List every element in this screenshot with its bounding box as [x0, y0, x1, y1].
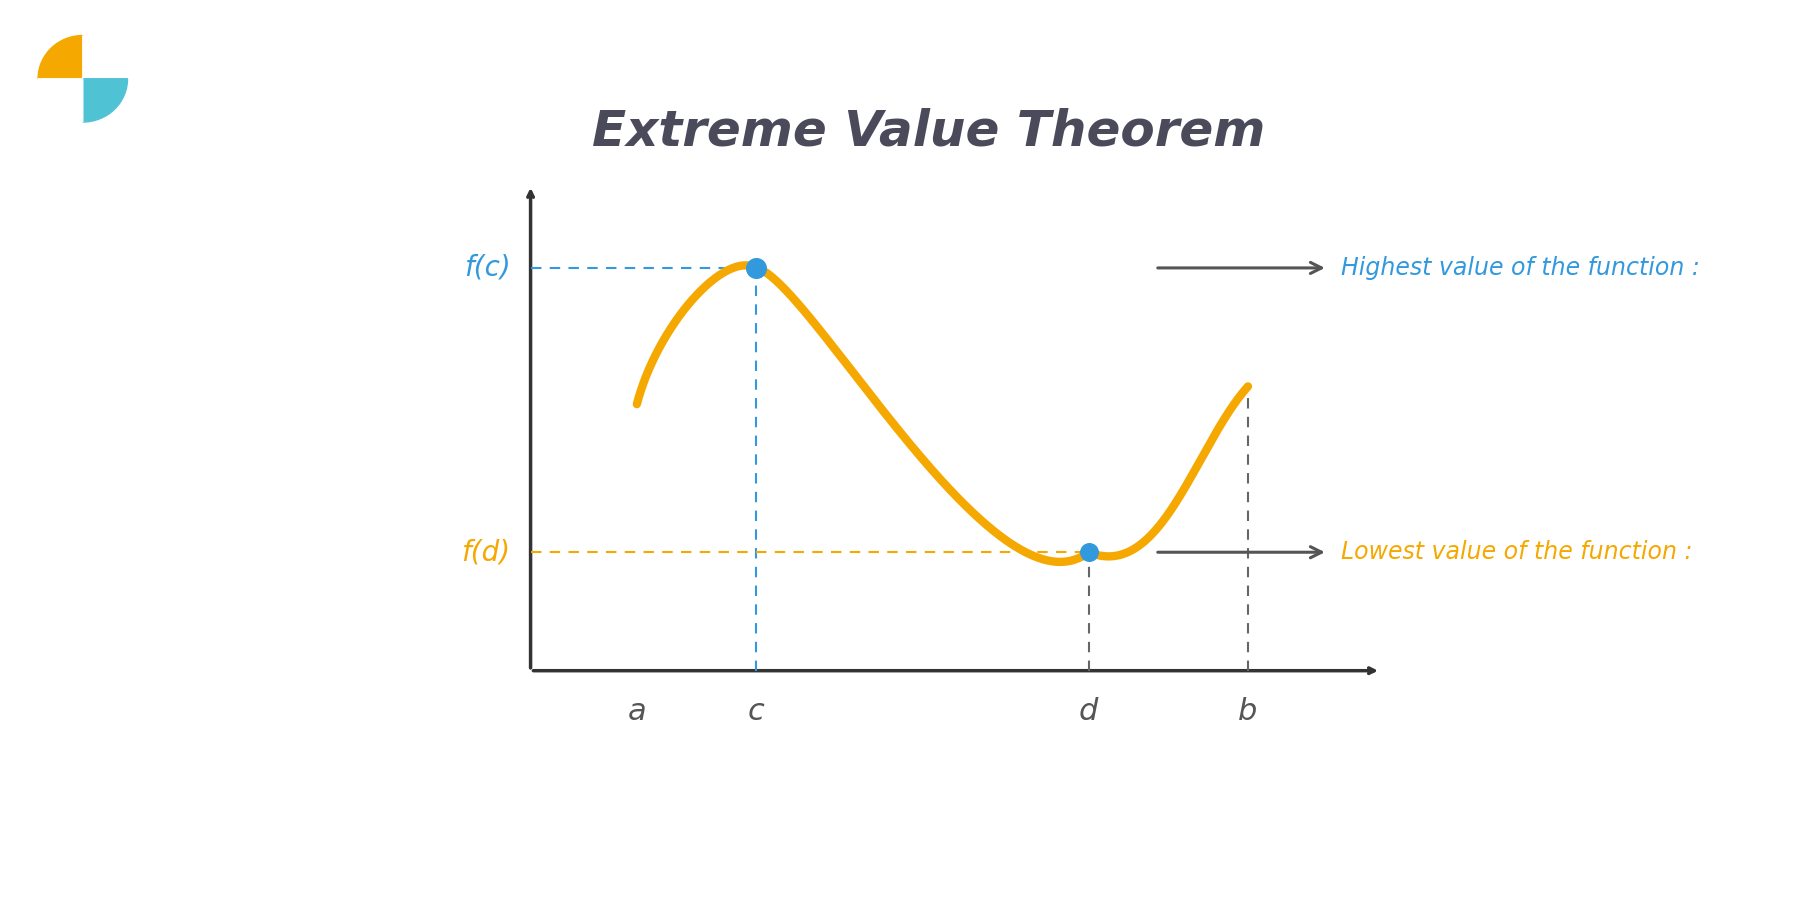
Text: d: d — [1078, 698, 1098, 726]
Text: b: b — [1238, 698, 1258, 726]
Wedge shape — [83, 79, 128, 122]
Text: Lowest value of the function :: Lowest value of the function : — [1341, 540, 1699, 564]
Text: f(d): f(d) — [461, 538, 511, 566]
Polygon shape — [83, 35, 128, 79]
Text: SOM: SOM — [61, 128, 104, 146]
Polygon shape — [38, 79, 83, 122]
Text: STORY OF MATHEMATICS: STORY OF MATHEMATICS — [50, 163, 115, 167]
Wedge shape — [38, 35, 83, 79]
Text: Extreme Value Theorem: Extreme Value Theorem — [592, 108, 1265, 156]
Point — [1075, 545, 1103, 560]
Text: Highest value of the function :: Highest value of the function : — [1341, 256, 1708, 280]
Text: a: a — [628, 698, 646, 726]
Point — [742, 261, 770, 275]
Text: c: c — [749, 698, 765, 726]
Text: f(c): f(c) — [464, 254, 511, 282]
